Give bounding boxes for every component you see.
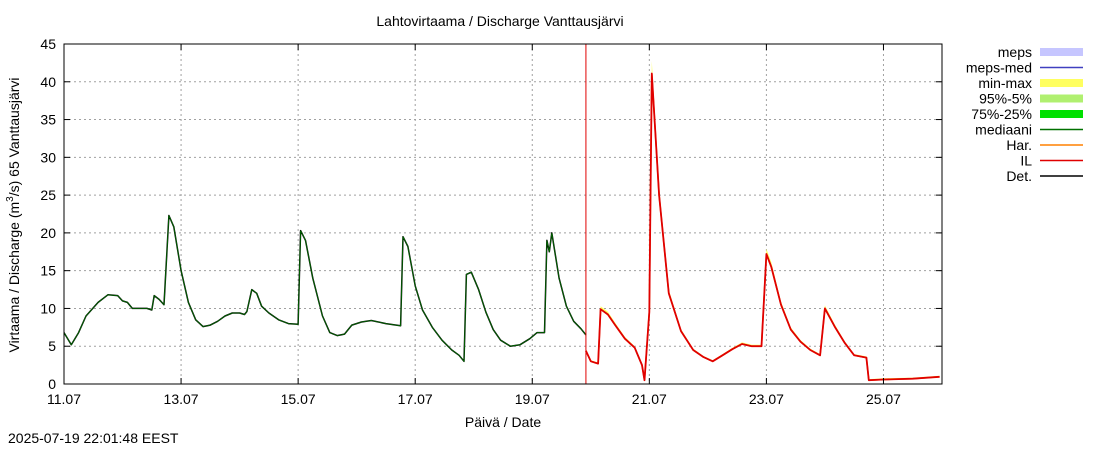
y-axis-label: Virtaama / Discharge (m3/s) 65 Vanttausj… [5, 77, 22, 352]
y-tick-label: 15 [40, 263, 56, 279]
x-tick-label: 11.07 [47, 391, 81, 407]
legend-swatch [1040, 94, 1083, 103]
legend-label: Det. [1006, 168, 1032, 184]
series-line-mediaani [63, 215, 587, 363]
y-tick-label: 40 [40, 74, 56, 90]
chart-title: Lahtovirtaama / Discharge Vanttausjärvi [376, 13, 623, 29]
y-tick-label: 35 [40, 112, 56, 128]
legend-label: Har. [1006, 137, 1032, 153]
y-tick-label: 30 [40, 149, 56, 165]
x-tick-label: 13.07 [164, 391, 199, 407]
legend-swatch [1040, 110, 1083, 118]
x-axis-ticks: 11.07 13.07 15.07 17.07 19.07 21.07 23.07 25.07 [47, 44, 901, 407]
y-tick-label: 10 [40, 300, 56, 316]
series-line-il [585, 72, 940, 382]
x-tick-label: 15.07 [281, 391, 316, 407]
legend-label: 95%-5% [979, 91, 1032, 107]
y-tick-label: 25 [40, 187, 56, 203]
x-tick-label: 25.07 [866, 391, 901, 407]
y-tick-label: 5 [48, 338, 56, 354]
generated-timestamp: 2025-07-19 22:01:48 EEST [8, 430, 179, 446]
legend-label: IL [1020, 153, 1032, 169]
x-axis-label: Päivä / Date [465, 414, 541, 430]
legend-label: meps [998, 44, 1032, 60]
x-tick-label: 23.07 [749, 391, 784, 407]
legend-swatch [1040, 79, 1083, 87]
series-line-det [63, 214, 587, 363]
x-tick-label: 17.07 [398, 391, 433, 407]
y-axis-label-superscript: 3 [5, 196, 16, 202]
legend-label: min-max [978, 75, 1032, 91]
grid-lines [64, 44, 942, 384]
legend-label: mediaani [975, 122, 1032, 138]
legend-swatch [1040, 48, 1083, 56]
legend-label: meps-med [966, 60, 1032, 76]
x-tick-label: 19.07 [515, 391, 550, 407]
x-tick-label: 21.07 [632, 391, 667, 407]
legend-label: 75%-25% [971, 106, 1032, 122]
plot-frame [63, 43, 943, 385]
y-axis-ticks: 0 5 10 15 20 25 30 35 40 45 [40, 36, 942, 392]
y-tick-label: 20 [40, 225, 56, 241]
legend: mepsmeps-medmin-max95%-5%75%-25%mediaani… [966, 44, 1083, 184]
y-tick-label: 45 [40, 36, 56, 52]
y-axis-label-part-1: Virtaama / Discharge (m [6, 202, 22, 353]
series-layer [63, 72, 940, 382]
y-axis-label-part-2: /s) 65 Vanttausjärvi [6, 77, 22, 196]
y-tick-label: 0 [48, 376, 56, 392]
